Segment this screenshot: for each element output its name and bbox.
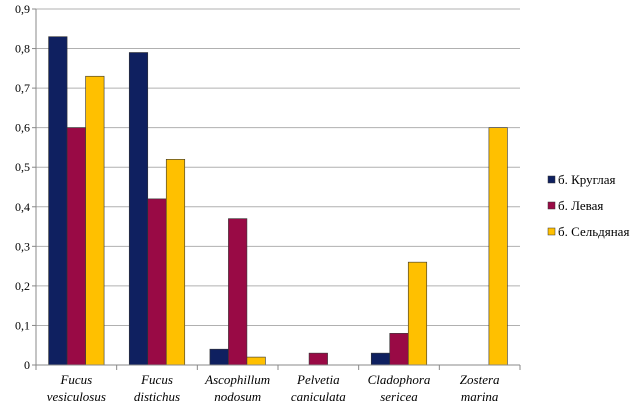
bar	[308, 352, 328, 366]
y-tick-label: 0,2	[15, 279, 30, 293]
gridlines	[36, 8, 520, 326]
bar	[147, 198, 167, 366]
x-tick-label: Fucus	[59, 372, 92, 387]
bar	[246, 356, 266, 366]
bar	[389, 333, 409, 366]
bar	[48, 36, 68, 366]
bar	[165, 159, 186, 366]
y-tick-label: 0,6	[15, 121, 30, 135]
x-tick-label: marina	[461, 389, 499, 404]
legend-label: б. Левая	[558, 198, 603, 213]
y-tick-label: 0,7	[15, 81, 30, 95]
legend-swatch	[547, 175, 556, 184]
x-tick-label: sericea	[380, 389, 418, 404]
x-tick-label: distichus	[134, 389, 180, 404]
legend-label: б. Круглая	[558, 172, 616, 187]
legend-swatch	[547, 201, 556, 210]
legend-label: б. Сельдяная	[558, 224, 629, 239]
x-tick-label: Zostera	[460, 372, 500, 387]
legend-swatch	[547, 227, 556, 236]
x-tick-label: caniculata	[291, 389, 346, 404]
bar	[407, 261, 428, 366]
bar	[228, 218, 248, 366]
x-tick-label: Ascophillum	[204, 372, 270, 387]
bar	[85, 75, 105, 366]
bar	[128, 52, 149, 366]
x-axis: Fucus vesiculosus Fucus distichus Ascophillu…	[35, 364, 521, 404]
bar	[370, 352, 391, 366]
y-tick-label: 0,5	[15, 160, 30, 174]
y-tick-label: 0,9	[15, 2, 30, 16]
bar	[66, 127, 86, 366]
y-tick-label: 0	[24, 358, 30, 372]
y-tick-label: 0,4	[15, 200, 30, 214]
y-tick-label: 0,1	[15, 318, 30, 332]
y-tick-label: 0,8	[15, 42, 30, 56]
x-tick-label: Cladophora	[368, 372, 431, 387]
y-tick-label: 0,3	[15, 239, 30, 253]
x-tick-label: Pelvetia	[296, 372, 340, 387]
x-tick-label: nodosum	[214, 389, 261, 404]
bar	[488, 127, 508, 366]
legend: б. Круглая б. Левая б. Сельдяная	[547, 172, 629, 239]
bars	[48, 36, 508, 366]
bar	[209, 348, 229, 366]
x-tick-label: vesiculosus	[47, 389, 106, 404]
y-axis: 0 0,1 0,2 0,3 0,4 0,5 0,6 0,7 0,8 0,9	[15, 2, 37, 372]
x-tick-label: Fucus	[140, 372, 173, 387]
